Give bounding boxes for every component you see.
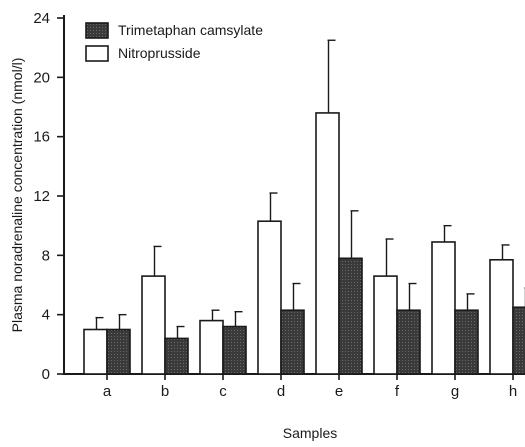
bar-trimetaphan-h [513, 307, 525, 374]
legend-label-trimetaphan: Trimetaphan camsylate [118, 22, 263, 38]
bar-nitroprusside-a [84, 330, 107, 375]
y-tick-label-24: 24 [33, 10, 50, 27]
x-tick-label-f: f [395, 383, 400, 400]
y-tick-label-12: 12 [33, 188, 50, 205]
error-bar-nitroprusside-f [386, 239, 394, 276]
error-bar-nitroprusside-d [270, 193, 278, 221]
bar-nitroprusside-g [432, 242, 455, 374]
x-tick-label-a: a [103, 383, 112, 400]
error-bar-trimetaphan-b [177, 327, 185, 339]
error-bar-trimetaphan-f [409, 284, 417, 311]
bar-nitroprusside-b [142, 276, 165, 374]
bar-nitroprusside-c [200, 321, 223, 374]
x-tick-label-d: d [277, 383, 285, 400]
y-tick-label-16: 16 [33, 129, 50, 146]
y-tick-label-20: 20 [33, 69, 50, 86]
x-tick-label-c: c [219, 383, 227, 400]
x-ticks: a b c d e f g h [103, 374, 517, 400]
x-axis-label: Samples [283, 425, 337, 441]
error-bar-trimetaphan-c [235, 312, 243, 327]
bar-trimetaphan-c [223, 327, 246, 374]
error-bar-trimetaphan-d [293, 284, 301, 311]
x-tick-label-h: h [509, 383, 517, 400]
legend-label-nitroprusside: Nitroprusside [118, 45, 201, 61]
error-bar-trimetaphan-g [467, 294, 475, 310]
bar-nitroprusside-d [258, 221, 281, 374]
error-bar-nitroprusside-b [154, 246, 162, 276]
bars [84, 113, 525, 374]
y-ticks: 0 4 8 12 16 20 24 [33, 10, 64, 383]
x-tick-label-e: e [335, 383, 343, 400]
y-axis: 0 4 8 12 16 20 24 [33, 10, 64, 383]
error-bar-trimetaphan-e [351, 211, 359, 258]
x-tick-label-b: b [161, 383, 169, 400]
error-bar-nitroprusside-c [212, 310, 220, 320]
x-axis: a b c d e f g h [64, 374, 525, 400]
bar-nitroprusside-h [490, 260, 513, 374]
bar-trimetaphan-e [339, 258, 362, 374]
legend: Trimetaphan camsylate Nitroprusside [86, 22, 263, 61]
y-tick-label-8: 8 [42, 247, 50, 264]
bar-trimetaphan-d [281, 310, 304, 374]
bar-trimetaphan-f [397, 310, 420, 374]
bar-trimetaphan-b [165, 338, 188, 374]
error-bar-trimetaphan-a [119, 315, 127, 330]
error-bar-nitroprusside-e [328, 40, 336, 113]
bar-nitroprusside-f [374, 276, 397, 374]
legend-swatch-nitroprusside [86, 46, 108, 61]
error-bar-nitroprusside-g [444, 226, 452, 242]
x-tick-label-g: g [451, 383, 459, 400]
bar-trimetaphan-g [455, 310, 478, 374]
y-tick-label-0: 0 [42, 366, 50, 383]
error-bar-nitroprusside-h [502, 245, 510, 260]
y-tick-label-4: 4 [42, 307, 50, 324]
legend-swatch-trimetaphan [86, 23, 108, 38]
y-axis-label: Plasma noradrenaline concentration (nmol… [9, 58, 25, 333]
bar-nitroprusside-e [316, 113, 339, 374]
error-bar-nitroprusside-a [96, 318, 104, 330]
bar-trimetaphan-a [107, 330, 130, 375]
